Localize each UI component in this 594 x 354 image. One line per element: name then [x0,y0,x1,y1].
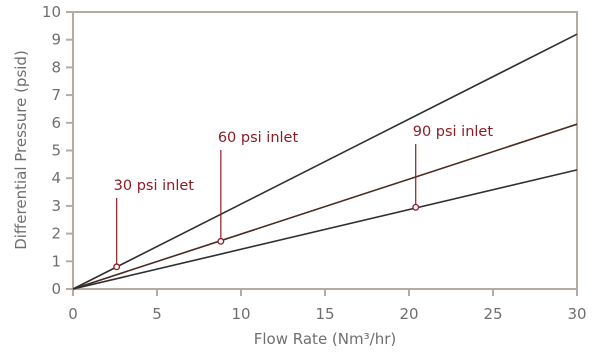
x-tick-label: 0 [68,305,78,323]
y-tick-label: 0 [51,280,61,298]
annotation-label: 60 psi inlet [218,130,299,146]
x-tick-label: 15 [315,305,334,323]
tick-marks [66,11,578,296]
x-tick-label: 20 [399,305,418,323]
x-tick-label: 5 [152,305,162,323]
x-tick-label: 30 [567,305,586,323]
annotation-marker [113,263,121,271]
y-tick-label: 8 [51,58,61,76]
y-tick-label: 5 [51,142,61,160]
annotation-marker [217,237,225,245]
y-tick-label: 2 [51,225,61,243]
series-line-1 [72,33,578,290]
series-line-3 [72,169,578,290]
x-axis-title: Flow Rate (Nm³/hr) [254,330,396,348]
y-tick-label: 10 [42,3,61,21]
plot-frame [72,11,578,290]
annotation-label: 90 psi inlet [413,124,494,140]
series-lines [72,33,578,290]
annotations: 30 psi inlet 60 psi inlet 90 psi inlet [113,124,494,271]
y-tick-label: 7 [51,86,61,104]
annotation-label: 30 psi inlet [114,178,195,194]
x-tick-label: 25 [483,305,502,323]
y-axis-title: Differential Pressure (psid) [12,50,30,250]
y-tick-label: 3 [51,197,61,215]
plot-area-border [72,11,578,290]
tick-labels: 0 1 2 3 4 5 6 7 8 9 10 0 5 10 15 20 25 30 [42,3,587,323]
annotation-marker [412,203,420,211]
y-tick-label: 9 [51,31,61,49]
y-tick-label: 4 [51,169,61,187]
y-tick-label: 1 [51,252,61,270]
y-tick-label: 6 [51,114,61,132]
x-tick-label: 10 [231,305,250,323]
series-line-2 [72,123,578,290]
